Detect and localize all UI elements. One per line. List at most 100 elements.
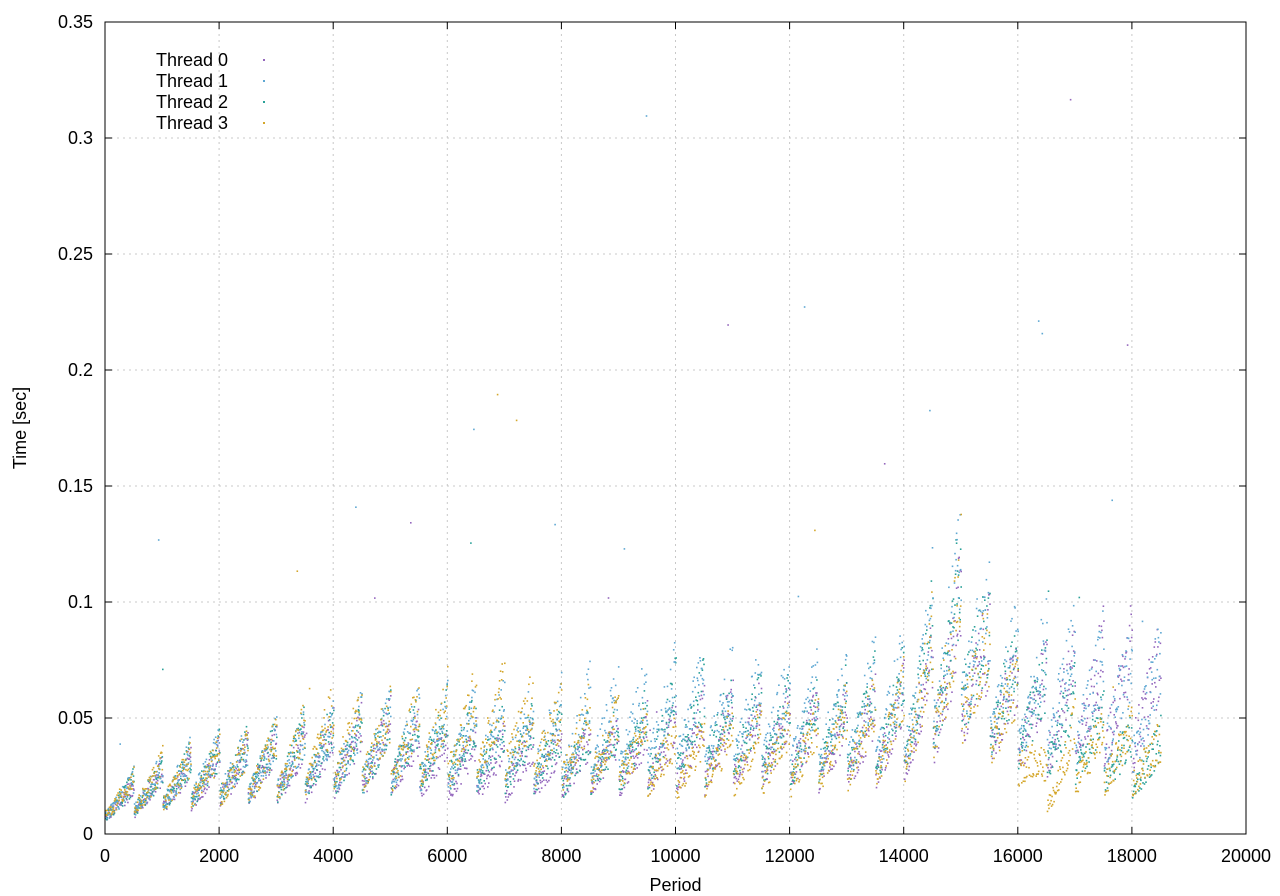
- data-point: [888, 756, 890, 758]
- data-point: [518, 739, 521, 742]
- data-point: [463, 760, 466, 763]
- data-point: [498, 764, 501, 767]
- data-point: [516, 769, 519, 771]
- data-point: [1125, 651, 1128, 653]
- data-point: [244, 761, 247, 763]
- data-point: [487, 736, 489, 738]
- data-point: [185, 750, 188, 752]
- data-point: [201, 770, 203, 772]
- data-point: [861, 700, 864, 703]
- data-point: [367, 762, 370, 765]
- data-point: [617, 740, 620, 743]
- data-point: [487, 739, 489, 741]
- data-point: [503, 749, 505, 752]
- data-point: [1100, 625, 1103, 628]
- data-point: [758, 716, 761, 719]
- data-point: [413, 706, 416, 708]
- data-point: [328, 719, 331, 721]
- data-point: [260, 775, 263, 777]
- data-point: [602, 751, 604, 754]
- data-point: [1113, 772, 1115, 774]
- data-point: [664, 754, 667, 757]
- data-point: [1079, 755, 1081, 758]
- data-point: [156, 779, 159, 782]
- data-point: [109, 813, 111, 815]
- data-point: [895, 686, 898, 688]
- data-point: [1017, 759, 1020, 762]
- data-point: [431, 757, 434, 760]
- data-point: [1128, 668, 1130, 670]
- data-point: [797, 777, 799, 780]
- data-point: [1013, 667, 1015, 669]
- data-point: [313, 761, 316, 764]
- data-point: [951, 677, 953, 679]
- data-point: [480, 765, 482, 767]
- data-point: [726, 729, 729, 731]
- data-point: [393, 771, 395, 773]
- data-point: [1155, 709, 1158, 711]
- data-point: [1129, 640, 1131, 642]
- data-point: [432, 755, 435, 758]
- data-point: [132, 788, 135, 790]
- data-point: [795, 756, 797, 759]
- data-point: [544, 760, 546, 762]
- data-point: [383, 711, 385, 714]
- data-point: [559, 746, 562, 749]
- data-point: [519, 733, 522, 735]
- data-point: [1085, 721, 1088, 724]
- data-point: [448, 790, 451, 792]
- data-point: [432, 729, 434, 732]
- data-point: [1008, 699, 1011, 702]
- data-point: [151, 793, 154, 796]
- data-point: [854, 775, 857, 777]
- data-point: [639, 722, 642, 724]
- data-point: [1124, 658, 1126, 660]
- data-point: [447, 786, 450, 788]
- data-point: [525, 729, 527, 732]
- data-point: [325, 754, 328, 756]
- data-point: [418, 742, 420, 745]
- data-point: [513, 751, 515, 754]
- data-point: [456, 758, 459, 760]
- data-point: [480, 766, 483, 769]
- data-point: [835, 703, 837, 705]
- data-point: [1103, 765, 1106, 767]
- data-point: [518, 748, 521, 750]
- data-point: [455, 758, 458, 761]
- data-point: [137, 806, 139, 808]
- data-point: [918, 660, 921, 662]
- data-point: [920, 730, 922, 733]
- data-point: [1033, 698, 1035, 700]
- data-point: [431, 739, 433, 742]
- data-point: [259, 770, 261, 772]
- data-point: [930, 636, 932, 638]
- data-point: [323, 738, 326, 741]
- data-point: [979, 698, 981, 701]
- data-point: [156, 787, 159, 789]
- data-point: [913, 743, 916, 745]
- data-point: [1143, 783, 1146, 785]
- data-point: [735, 759, 737, 762]
- data-point: [117, 806, 119, 808]
- data-point: [1046, 776, 1049, 778]
- data-point: [1151, 748, 1153, 750]
- data-point: [1084, 738, 1087, 740]
- data-point: [285, 777, 287, 779]
- data-point: [192, 805, 194, 807]
- data-point: [956, 633, 959, 636]
- data-point: [498, 694, 500, 696]
- data-point: [1093, 685, 1095, 688]
- data-point: [750, 747, 752, 749]
- data-point: [355, 734, 357, 736]
- data-point: [615, 730, 618, 733]
- data-point: [119, 796, 122, 798]
- data-point: [883, 727, 885, 730]
- data-point: [478, 792, 480, 795]
- data-point: [583, 745, 586, 748]
- data-point: [899, 723, 901, 725]
- data-point: [727, 715, 729, 717]
- data-point: [852, 764, 855, 766]
- data-point: [291, 763, 294, 765]
- data-point: [318, 744, 321, 746]
- data-point: [206, 764, 209, 766]
